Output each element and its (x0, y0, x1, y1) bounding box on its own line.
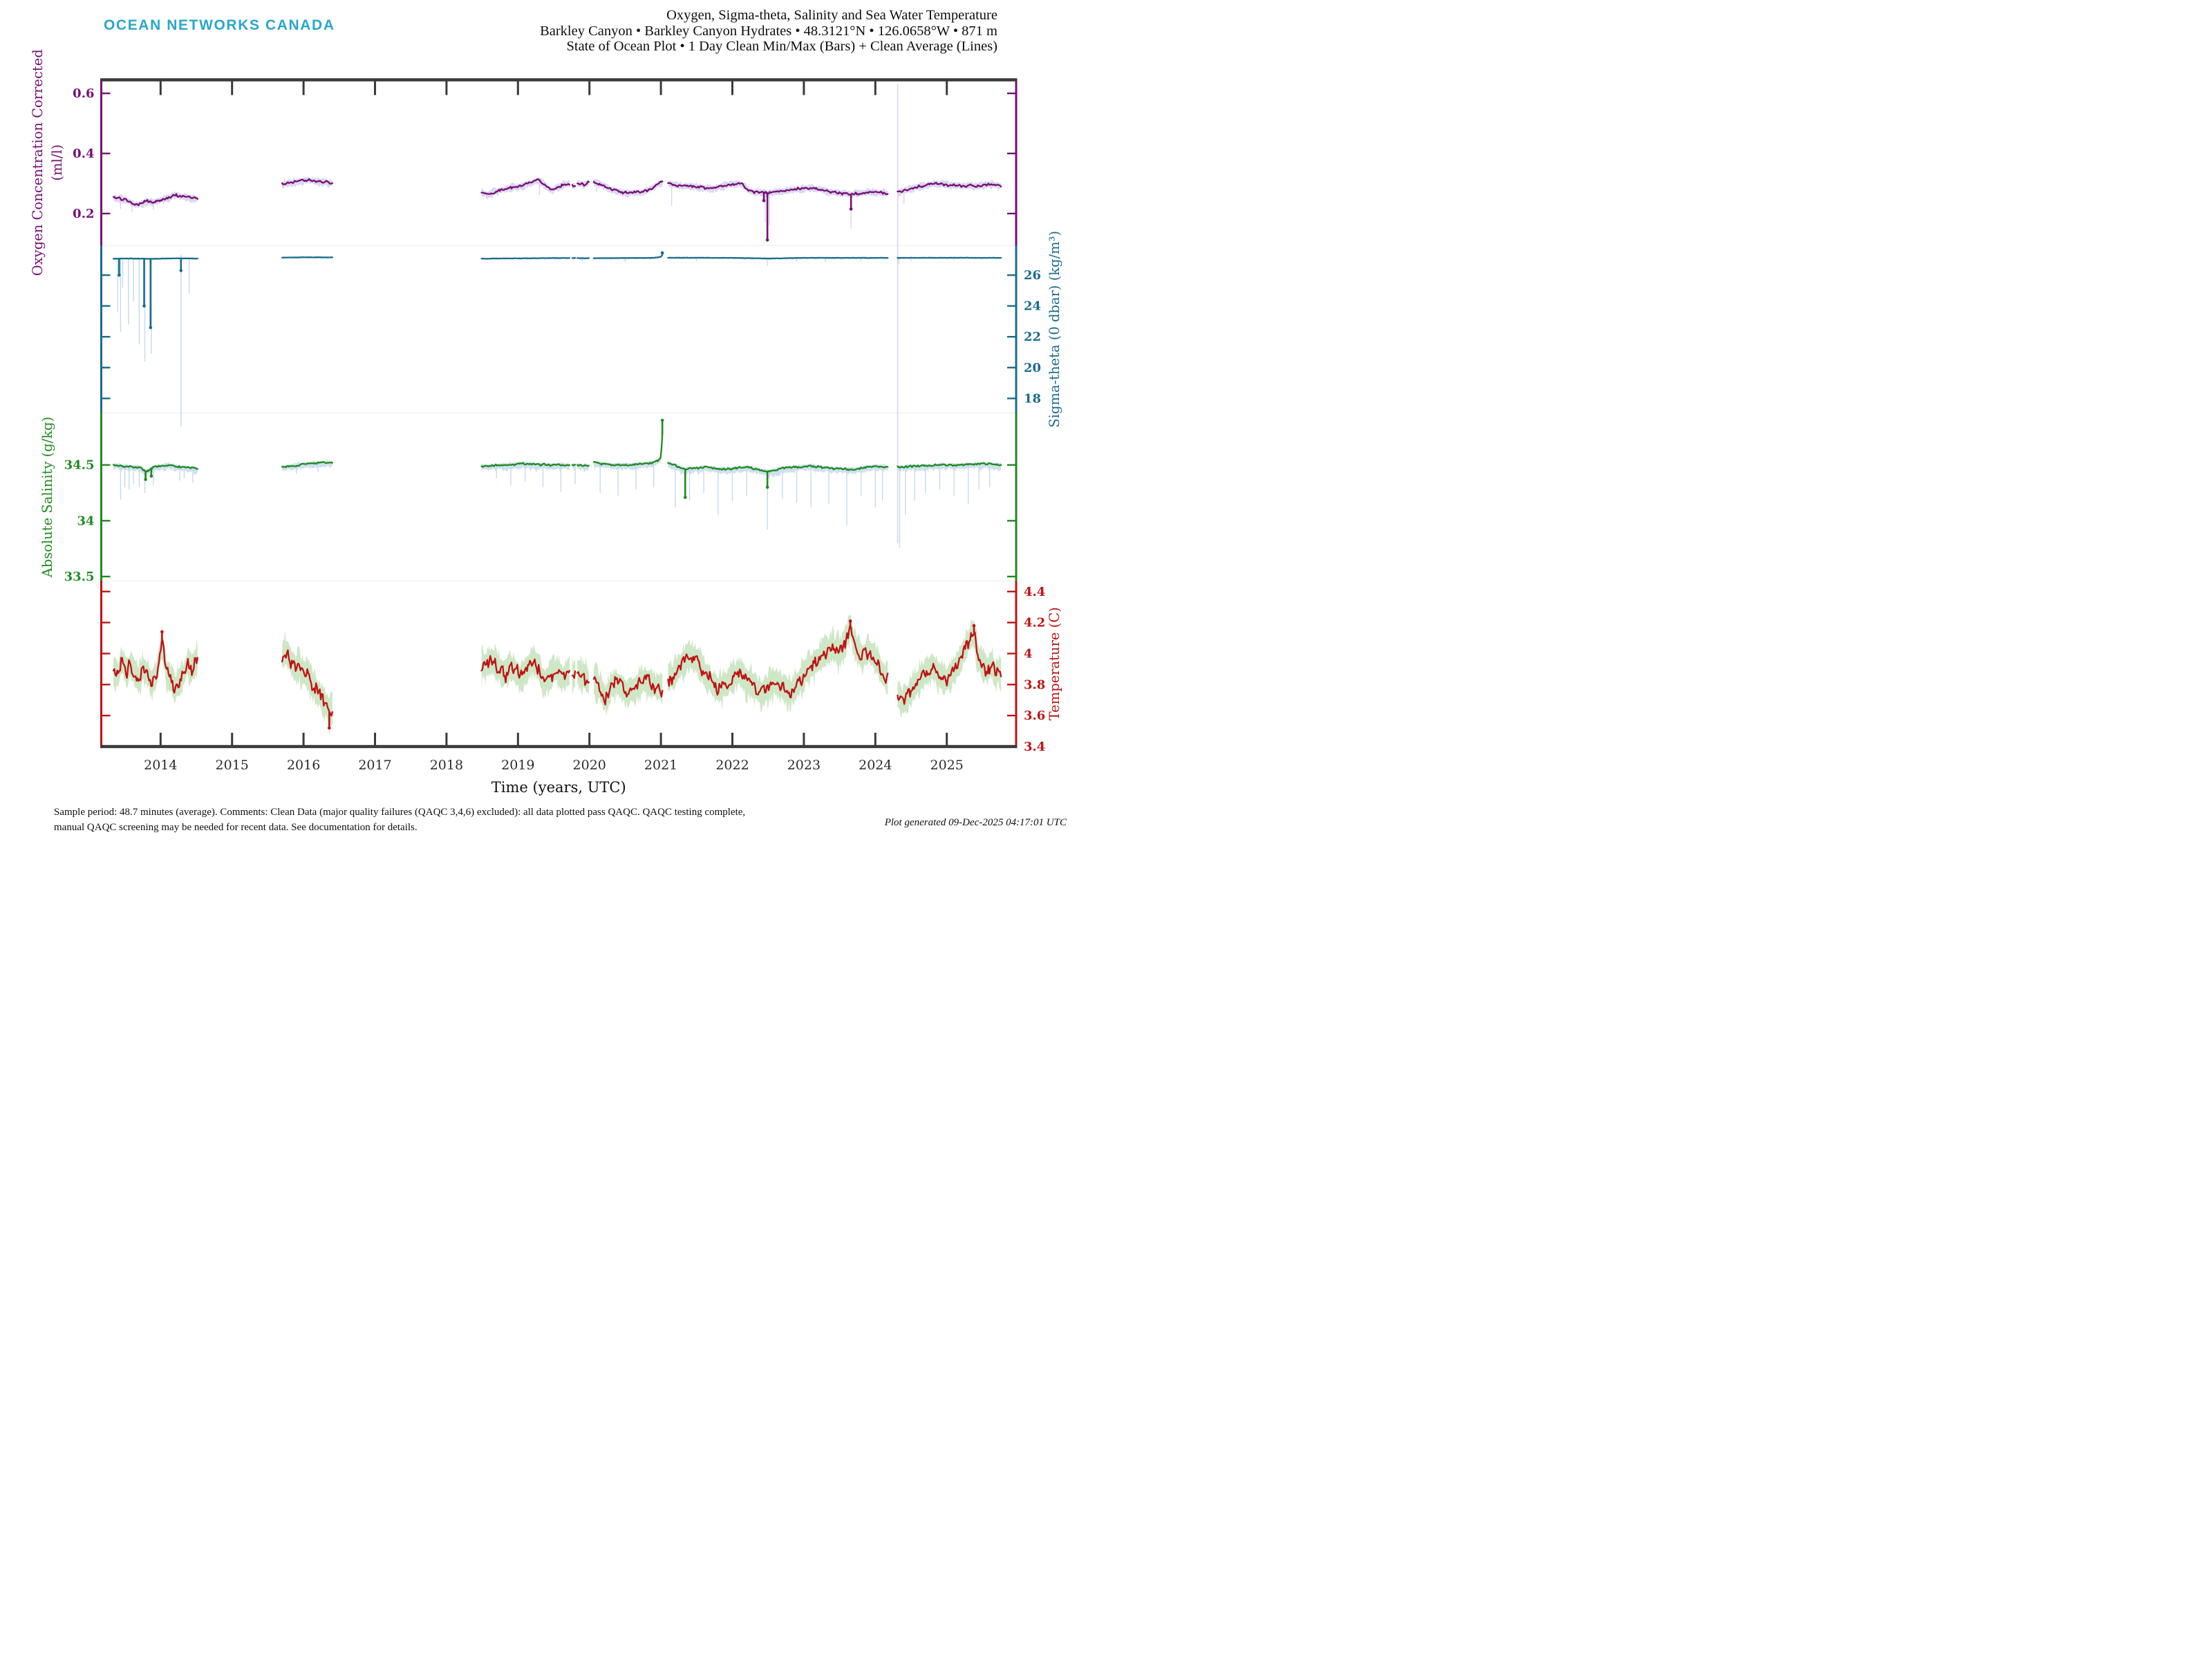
svg-text:2022: 2022 (715, 758, 749, 773)
svg-text:2014: 2014 (144, 758, 177, 773)
svg-text:0.4: 0.4 (73, 147, 94, 161)
svg-text:Temperature (C): Temperature (C) (1047, 607, 1062, 720)
svg-text:(ml/l): (ml/l) (49, 144, 65, 181)
svg-text:2016: 2016 (287, 758, 320, 773)
qaqc-footnote-line2: manual QAQC screening may be needed for … (54, 822, 418, 833)
svg-text:2023: 2023 (787, 758, 821, 773)
svg-text:2020: 2020 (573, 758, 606, 773)
tall-minmax-bars (180, 84, 899, 543)
series-oxygen (112, 176, 1002, 242)
svg-text:4: 4 (1024, 646, 1033, 661)
svg-text:0.6: 0.6 (73, 86, 94, 101)
svg-text:2021: 2021 (644, 758, 677, 773)
series-salinity (112, 418, 1002, 548)
svg-text:34: 34 (77, 514, 94, 528)
onc-logo: OCEAN NETWORKS CANADA (104, 17, 335, 33)
svg-text:26: 26 (1024, 268, 1041, 283)
svg-text:2019: 2019 (501, 758, 534, 773)
svg-text:20: 20 (1024, 361, 1041, 375)
svg-text:3.6: 3.6 (1024, 709, 1045, 723)
plot-title-line1: Oxygen, Sigma-theta, Salinity and Sea Wa… (666, 8, 997, 23)
plot-title: Oxygen, Sigma-theta, Salinity and Sea Wa… (540, 8, 997, 55)
x-axis-label: Time (years, UTC) (491, 779, 626, 796)
svg-text:18: 18 (1024, 391, 1041, 406)
svg-text:3.8: 3.8 (1024, 677, 1045, 692)
svg-text:2018: 2018 (430, 758, 463, 773)
svg-text:Sigma-theta (0 dbar) (kg/m³): Sigma-theta (0 dbar) (kg/m³) (1047, 231, 1062, 428)
svg-text:Oxygen Concentration Corrected: Oxygen Concentration Corrected (30, 49, 46, 276)
svg-text:2024: 2024 (859, 758, 892, 773)
svg-text:4.4: 4.4 (1024, 585, 1045, 599)
svg-text:34.5: 34.5 (64, 458, 95, 473)
svg-text:3.4: 3.4 (1024, 740, 1045, 754)
svg-text:33.5: 33.5 (64, 570, 95, 584)
plot-title-line2: Barkley Canyon • Barkley Canyon Hydrates… (540, 23, 997, 39)
qaqc-footnote-line1: Sample period: 48.7 minutes (average). C… (54, 807, 746, 818)
series-sigma-theta (112, 251, 1002, 362)
chart-canvas: 0.60.40.2262422201834.53433.54.44.243.83… (30, 49, 1062, 796)
svg-text:4.2: 4.2 (1024, 616, 1045, 630)
series-temperature (112, 615, 1002, 735)
state-of-ocean-plot-page: { "branding": { "logo_text": "OCEAN NETW… (0, 0, 1106, 833)
plot-generated-timestamp: Plot generated 09-Dec-2025 04:17:01 UTC (884, 817, 1067, 828)
y-axis-titles: Oxygen Concentration Corrected (ml/l) Sigm… (30, 49, 1062, 720)
svg-text:2017: 2017 (358, 758, 391, 773)
y-axes: 0.6 0.4 0.2 26 24 22 20 18 34.5 34 33.5 4.4 4.2 4 3.8 3… (64, 79, 1045, 754)
svg-text:Absolute Salinity (g/kg): Absolute Salinity (g/kg) (39, 417, 55, 579)
plot-title-line3: State of Ocean Plot • 1 Day Clean Min/Ma… (566, 39, 997, 54)
x-axis: 2014 2015 2016 2017 2018 2019 2020 2021 2022 2023… (100, 78, 1018, 796)
svg-text:22: 22 (1024, 330, 1041, 344)
panel-dividers (101, 245, 1016, 582)
svg-text:24: 24 (1024, 299, 1041, 314)
svg-text:2015: 2015 (216, 758, 249, 773)
svg-text:2025: 2025 (930, 758, 964, 773)
qaqc-footnote: Sample period: 48.7 minutes (average). C… (54, 805, 745, 835)
svg-text:0.2: 0.2 (73, 207, 94, 221)
